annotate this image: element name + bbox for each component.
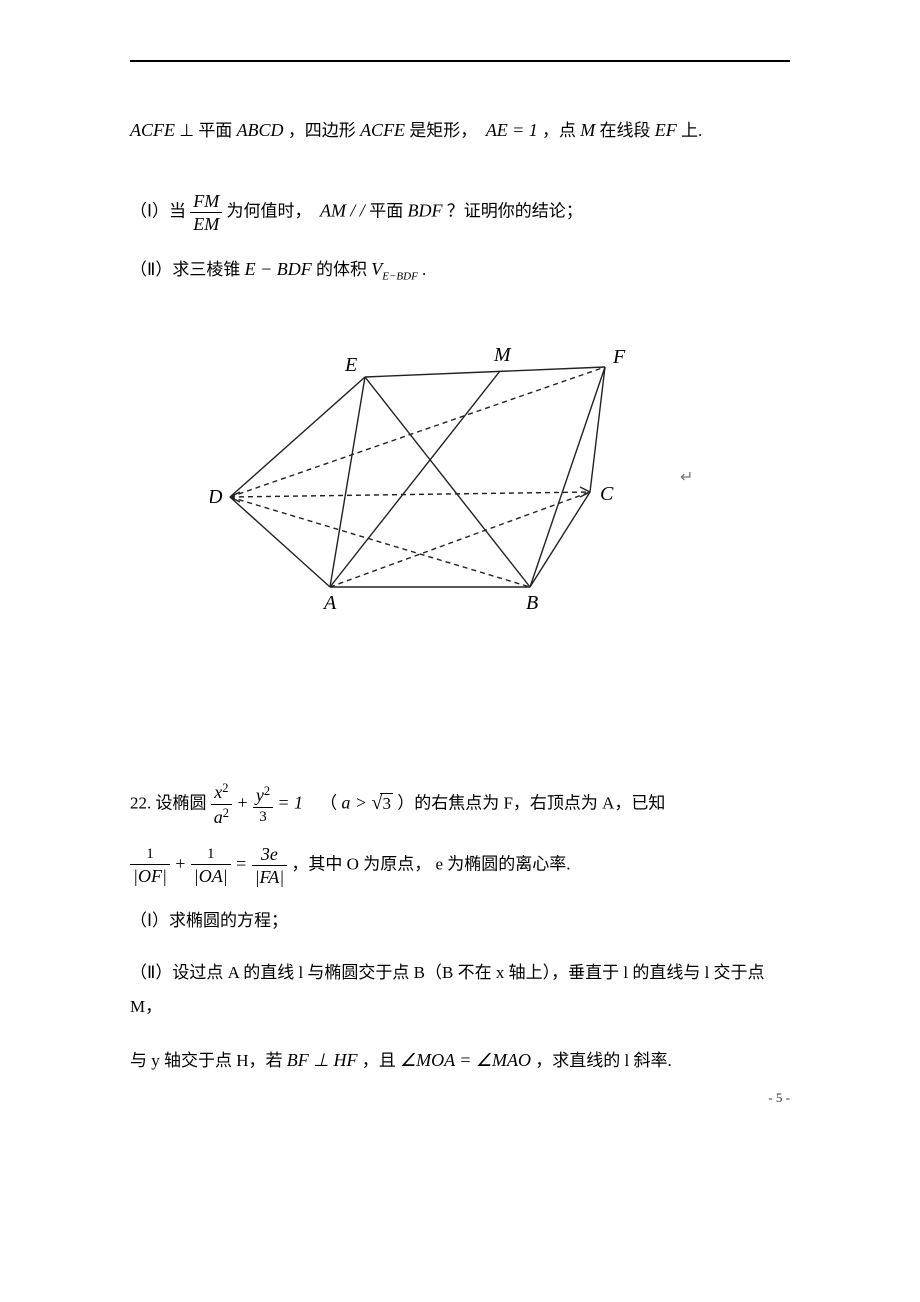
q22-p1: （Ⅰ）求椭圆的方程； [130, 904, 790, 938]
p1b: 为何值时， [227, 201, 312, 220]
txt1: ，四边形 [288, 121, 356, 140]
d-fa: |FA| [252, 866, 288, 886]
plus2: + [174, 854, 191, 874]
q21-part1: （Ⅰ）当 FM EM 为何值时， AM / / 平面 BDF ？证明你的结论； [130, 192, 790, 233]
eq2: = [235, 854, 252, 874]
q22-line1: 22. 设椭圆 x2 a2 + y2 3 = 1 （ a > 3 ）的右焦点为 … [130, 782, 790, 827]
yy: y [256, 785, 264, 805]
ae: AE [486, 120, 508, 140]
frac-y23: y2 3 [253, 785, 273, 825]
l2tail: ，其中 O 为原点， e 为椭圆的离心率. [291, 855, 570, 874]
m: M [580, 120, 595, 140]
angles: ∠MOA = ∠MAO [400, 1050, 531, 1070]
svg-text:D: D [210, 486, 223, 508]
svg-text:E: E [344, 354, 357, 376]
eq1b: = 1 [277, 793, 303, 813]
p2a: （Ⅱ）求三棱锥 [130, 260, 240, 279]
svg-text:B: B [526, 592, 538, 614]
page-number: - 5 - [768, 1090, 790, 1106]
q22-line2: 1 |OF| + 1 |OA| = 3e |FA| ，其中 O 为原点， e 为… [130, 845, 790, 886]
frac-den: EM [190, 213, 222, 233]
ef: EF [655, 120, 677, 140]
d3: 3 [253, 808, 273, 825]
geometry-diagram: D A B C E M F ↵ [210, 327, 790, 632]
parallel: / / [350, 200, 369, 220]
acfe: ACFE [130, 120, 175, 140]
n1: 1 [130, 847, 170, 865]
q22: 22. 设椭圆 x2 a2 + y2 3 = 1 （ a > 3 ）的右焦点为 … [130, 782, 790, 1078]
n2: 1 [191, 847, 231, 865]
return-icon: ↵ [680, 467, 693, 487]
am: AM [320, 200, 346, 220]
plus1: + [236, 793, 253, 813]
svg-text:M: M [493, 344, 512, 366]
txt4: 在线段 [599, 121, 650, 140]
frac-3efa: 3e |FA| [252, 845, 288, 886]
x2: x2 [211, 782, 232, 805]
diagram-svg: D A B C E M F [210, 327, 630, 627]
d-oa: |OA| [191, 865, 231, 885]
eq1: = 1 [512, 120, 538, 140]
p3c: ，且 [362, 1051, 400, 1070]
p1f: ？证明你的结论； [447, 201, 583, 220]
acfe2: ACFE [360, 120, 405, 140]
q22-p2: （Ⅱ）设过点 A 的直线 l 与椭圆交于点 B（B 不在 x 轴上），垂直于 l… [130, 956, 790, 1024]
abcd: ABCD [237, 120, 284, 140]
condb: a > [341, 793, 371, 813]
top-rule [130, 60, 790, 62]
perp1: ⊥ [179, 121, 194, 140]
q22-lead: 22. 设椭圆 [130, 794, 211, 813]
conda: （ [320, 794, 337, 813]
p3a: 与 y 轴交于点 H，若 [130, 1051, 287, 1070]
p2d: . [422, 260, 426, 279]
p3e: ，求直线的 l 斜率. [535, 1051, 671, 1070]
x2sup: 2 [222, 781, 228, 795]
q22-p3: 与 y 轴交于点 H，若 BF ⊥ HF ，且 ∠MOA = ∠MAO ，求直线… [130, 1042, 790, 1078]
rad3: 3 [380, 793, 393, 813]
frac-num: FM [190, 192, 222, 213]
condc: ）的右焦点为 F，右顶点为 A，已知 [397, 794, 665, 813]
q21-line1: ACFE ⊥ 平面 ABCD ，四边形 ACFE 是矩形， AE = 1 ，点 … [130, 112, 790, 148]
y2sup: 2 [264, 784, 270, 798]
txt2: 是矩形， [409, 121, 477, 140]
y2: y2 [253, 785, 273, 808]
svg-text:F: F [612, 346, 626, 368]
vol-v: V [371, 259, 382, 279]
p1a: （Ⅰ）当 [130, 201, 186, 220]
frac-1oa: 1 |OA| [191, 847, 231, 885]
aa: a [214, 807, 223, 827]
ebdf: E − BDF [245, 259, 312, 279]
bfhf: BF ⊥ HF [287, 1050, 358, 1070]
d-of: |OF| [130, 865, 170, 885]
sqrt3: 3 [371, 783, 392, 823]
svg-text:C: C [600, 483, 614, 505]
txt5: 上. [681, 121, 702, 140]
txt-plane1: 平面 [198, 121, 232, 140]
q21-part2: （Ⅱ）求三棱锥 E − BDF 的体积 VE−BDF . [130, 251, 790, 287]
a2: a2 [211, 805, 232, 827]
a2sup: 2 [223, 806, 229, 820]
svg-text:A: A [322, 592, 337, 614]
frac-fm-em: FM EM [190, 192, 222, 233]
p1d: 平面 [369, 201, 403, 220]
bdf: BDF [408, 200, 443, 220]
frac-1of: 1 |OF| [130, 847, 170, 885]
frac-x2a2: x2 a2 [211, 782, 232, 827]
txt3: ，点 [542, 121, 576, 140]
n3e: 3e [252, 845, 288, 866]
p2c: 的体积 [316, 260, 367, 279]
vol-sub: E−BDF [382, 270, 418, 282]
